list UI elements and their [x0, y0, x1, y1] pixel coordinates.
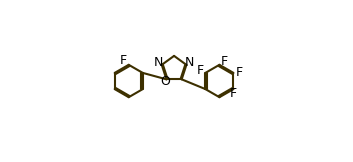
- Text: N: N: [185, 56, 194, 69]
- Text: F: F: [221, 55, 228, 68]
- Text: F: F: [119, 54, 127, 67]
- Text: O: O: [161, 75, 170, 88]
- Text: F: F: [230, 87, 237, 100]
- Text: F: F: [235, 66, 243, 79]
- Text: N: N: [154, 56, 163, 69]
- Text: F: F: [197, 64, 204, 77]
